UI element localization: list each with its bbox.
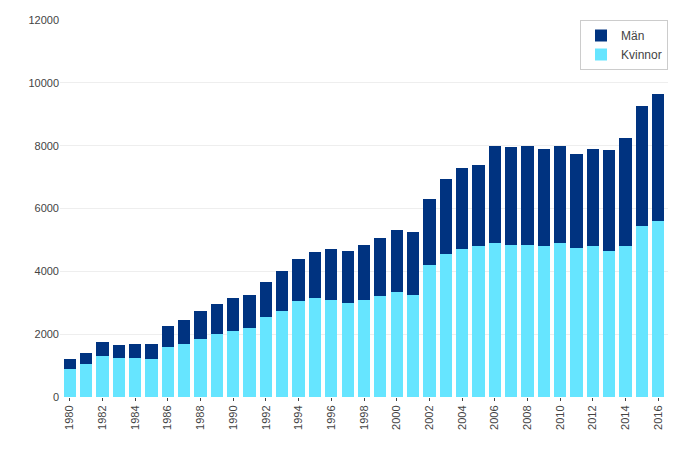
svg-text:2002: 2002 — [423, 405, 435, 429]
svg-text:10000: 10000 — [28, 77, 59, 89]
svg-text:2006: 2006 — [488, 405, 500, 429]
svg-text:2016: 2016 — [652, 405, 664, 429]
svg-text:1994: 1994 — [292, 405, 304, 429]
svg-text:0: 0 — [53, 391, 59, 403]
svg-text:1984: 1984 — [129, 405, 141, 429]
svg-text:Män: Män — [621, 29, 644, 43]
svg-text:2014: 2014 — [619, 405, 631, 429]
svg-text:2012: 2012 — [586, 405, 598, 429]
svg-text:1982: 1982 — [96, 405, 108, 429]
svg-text:1996: 1996 — [325, 405, 337, 429]
svg-text:6000: 6000 — [35, 202, 59, 214]
svg-text:4000: 4000 — [35, 265, 59, 277]
svg-text:1988: 1988 — [194, 405, 206, 429]
svg-text:1980: 1980 — [63, 405, 75, 429]
svg-text:8000: 8000 — [35, 140, 59, 152]
svg-text:Kvinnor: Kvinnor — [621, 48, 662, 62]
svg-text:2010: 2010 — [554, 405, 566, 429]
svg-text:1992: 1992 — [260, 405, 272, 429]
svg-text:1986: 1986 — [161, 405, 173, 429]
svg-text:1990: 1990 — [227, 405, 239, 429]
svg-text:1998: 1998 — [358, 405, 370, 429]
svg-text:2000: 2000 — [35, 328, 59, 340]
svg-text:2000: 2000 — [390, 405, 402, 429]
svg-text:2008: 2008 — [521, 405, 533, 429]
svg-text:2004: 2004 — [456, 405, 468, 429]
svg-text:12000: 12000 — [28, 14, 59, 26]
